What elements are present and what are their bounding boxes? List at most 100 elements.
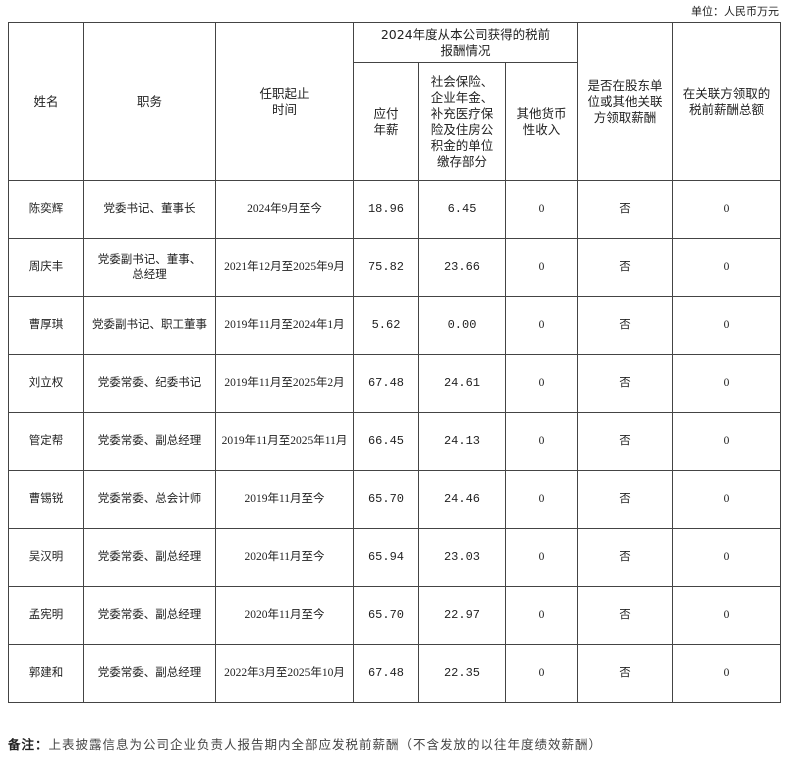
table-cell: 2019年11月至2025年11月	[215, 412, 354, 471]
table-head: 姓名 职务 任职起止 时间 2024年度从本公司获得的税前 报酬情况 是否在股东…	[8, 22, 782, 181]
table-cell: 2020年11月至今	[215, 586, 354, 645]
table-cell: 孟宪明	[8, 586, 84, 645]
table-cell: 22.35	[418, 644, 506, 703]
table-cell: 党委常委、总会计师	[83, 470, 216, 529]
table-cell: 66.45	[353, 412, 419, 471]
table-cell: 75.82	[353, 238, 419, 297]
table-cell: 管定帮	[8, 412, 84, 471]
table-cell: 24.61	[418, 354, 506, 413]
table-cell: 2019年11月至今	[215, 470, 354, 529]
salary-table: 姓名 职务 任职起止 时间 2024年度从本公司获得的税前 报酬情况 是否在股东…	[8, 22, 782, 703]
table-cell: 2019年11月至2024年1月	[215, 296, 354, 355]
table-cell: 曹锡锐	[8, 470, 84, 529]
table-cell: 否	[577, 470, 674, 529]
note-label: 备注：	[8, 738, 49, 752]
table-cell: 2019年11月至2025年2月	[215, 354, 354, 413]
table-cell: 65.70	[353, 586, 419, 645]
table-cell: 0	[672, 644, 782, 703]
table-cell: 0	[504, 412, 579, 471]
table-cell: 0	[672, 412, 782, 471]
table-row: 曹厚琪 党委副书记、职工董事 2019年11月至2024年1月 5.62 0.00 0 否 0	[8, 296, 782, 355]
table-cell: 郭建和	[8, 644, 84, 703]
table-cell: 0	[672, 470, 782, 529]
header-cell: 应付 年薪	[353, 62, 419, 181]
table-cell: 22.97	[418, 586, 506, 645]
header-cell: 姓名	[8, 22, 84, 181]
table-cell: 2020年11月至今	[215, 528, 354, 587]
table-row: 孟宪明 党委常委、副总经理 2020年11月至今 65.70 22.97 0 否 0	[8, 586, 782, 645]
table-cell: 0	[672, 586, 782, 645]
table-row: 周庆丰 党委副书记、董事、 总经理 2021年12月至2025年9月 75.82 23.…	[8, 238, 782, 297]
note: 备注：上表披露信息为公司企业负责人报告期内全部应发税前薪酬（不含发放的以往年度绩…	[8, 734, 602, 753]
table-cell: 65.70	[353, 470, 419, 529]
table-cell: 0	[504, 644, 579, 703]
header-cell: 职务	[83, 22, 216, 181]
header-cell: 在关联方领取的 税前薪酬总额	[672, 22, 782, 181]
table-cell: 6.45	[418, 180, 506, 239]
table-cell: 0	[672, 180, 782, 239]
table-cell: 0	[504, 180, 579, 239]
table-cell: 曹厚琪	[8, 296, 84, 355]
table-cell: 2024年9月至今	[215, 180, 354, 239]
table-row: 吴汉明 党委常委、副总经理 2020年11月至今 65.94 23.03 0 否 0	[8, 528, 782, 587]
table-cell: 0	[504, 528, 579, 587]
table-cell: 18.96	[353, 180, 419, 239]
table-cell: 党委副书记、董事、 总经理	[83, 238, 216, 297]
table-cell: 党委常委、副总经理	[83, 528, 216, 587]
table-cell: 否	[577, 180, 674, 239]
table-cell: 党委常委、副总经理	[83, 644, 216, 703]
table-cell: 吴汉明	[8, 528, 84, 587]
table-cell: 23.66	[418, 238, 506, 297]
header-row: 姓名 职务 任职起止 时间 2024年度从本公司获得的税前 报酬情况 是否在股东…	[8, 22, 782, 181]
table-cell: 0	[672, 296, 782, 355]
table-cell: 2022年3月至2025年10月	[215, 644, 354, 703]
table-cell: 周庆丰	[8, 238, 84, 297]
table-cell: 刘立权	[8, 354, 84, 413]
note-text: 上表披露信息为公司企业负责人报告期内全部应发税前薪酬（不含发放的以往年度绩效薪酬…	[48, 738, 603, 752]
table-cell: 党委常委、纪委书记	[83, 354, 216, 413]
table-cell: 23.03	[418, 528, 506, 587]
table-cell: 5.62	[353, 296, 419, 355]
header-cell: 社会保险、 企业年金、 补充医疗保 险及住房公 积金的单位 缴存部分	[418, 62, 506, 181]
table-cell: 67.48	[353, 354, 419, 413]
table-cell: 否	[577, 238, 674, 297]
table-cell: 否	[577, 296, 674, 355]
table-cell: 党委常委、副总经理	[83, 586, 216, 645]
table-row: 刘立权 党委常委、纪委书记 2019年11月至2025年2月 67.48 24.61 0 否…	[8, 354, 782, 413]
table-cell: 否	[577, 528, 674, 587]
table-row: 陈奕辉 党委书记、董事长 2024年9月至今 18.96 6.45 0 否 0	[8, 180, 782, 239]
table-cell: 24.13	[418, 412, 506, 471]
table-cell: 0	[672, 238, 782, 297]
table-cell: 党委副书记、职工董事	[83, 296, 216, 355]
table-cell: 否	[577, 412, 674, 471]
header-cell: 2024年度从本公司获得的税前 报酬情况	[352, 22, 579, 63]
table-cell: 0	[504, 470, 579, 529]
table-cell: 否	[577, 644, 674, 703]
table-cell: 67.48	[353, 644, 419, 703]
table-row: 管定帮 党委常委、副总经理 2019年11月至2025年11月 66.45 24.13 0…	[8, 412, 782, 471]
header-cell: 其他货币 性收入	[504, 62, 579, 181]
table-cell: 0	[504, 354, 579, 413]
table-cell: 0	[504, 238, 579, 297]
header-cell: 任职起止 时间	[215, 22, 354, 181]
table-row: 曹锡锐 党委常委、总会计师 2019年11月至今 65.70 24.46 0 否 0	[8, 470, 782, 529]
unit-label: 单位：人民币万元	[691, 6, 779, 18]
table-cell: 0	[672, 354, 782, 413]
table-row: 郭建和 党委常委、副总经理 2022年3月至2025年10月 67.48 22.35 0 否…	[8, 644, 782, 703]
table-cell: 党委常委、副总经理	[83, 412, 216, 471]
table-cell: 0.00	[418, 296, 506, 355]
table-body: 陈奕辉 党委书记、董事长 2024年9月至今 18.96 6.45 0 否 0 周庆丰 党委副书记…	[8, 180, 782, 703]
table-cell: 陈奕辉	[8, 180, 84, 239]
header-cell: 是否在股东单 位或其他关联 方领取薪酬	[577, 22, 674, 181]
table-cell: 65.94	[353, 528, 419, 587]
table-cell: 党委书记、董事长	[83, 180, 216, 239]
table-cell: 24.46	[418, 470, 506, 529]
table-cell: 2021年12月至2025年9月	[215, 238, 354, 297]
table-cell: 0	[504, 586, 579, 645]
table-cell: 否	[577, 354, 674, 413]
table-cell: 否	[577, 586, 674, 645]
table-cell: 0	[672, 528, 782, 587]
table-cell: 0	[504, 296, 579, 355]
